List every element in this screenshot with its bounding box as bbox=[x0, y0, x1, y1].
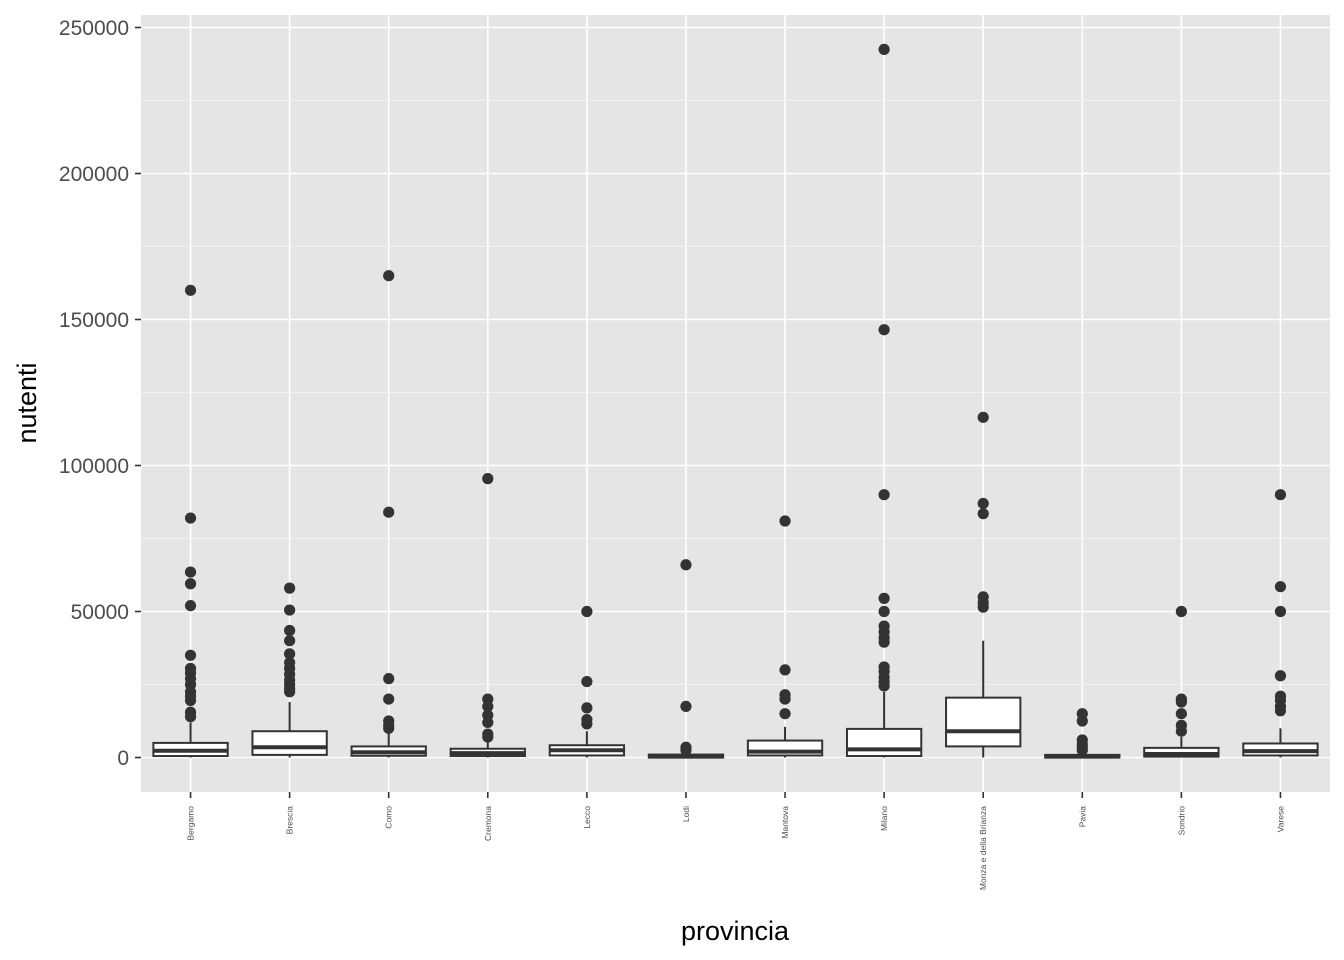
outlier-point bbox=[581, 675, 593, 688]
y-tick-label: 0 bbox=[117, 747, 129, 770]
x-tick-label: Sondrio bbox=[1176, 806, 1186, 836]
y-tick-label: 250000 bbox=[59, 17, 129, 40]
outlier-point bbox=[878, 661, 890, 673]
x-tick-label: Milano bbox=[879, 806, 889, 831]
y-tick-label: 150000 bbox=[59, 309, 129, 332]
y-axis: 0 50000 100000 150000 200000 250000 bbox=[59, 17, 141, 770]
outlier-point bbox=[977, 591, 989, 603]
box-varese bbox=[1242, 489, 1319, 758]
outlier-point bbox=[284, 657, 296, 669]
x-tick-label: Lecco bbox=[582, 806, 592, 829]
outlier-point bbox=[383, 693, 395, 705]
box-cremona bbox=[449, 473, 526, 758]
outlier-point bbox=[1274, 489, 1287, 501]
outlier-point bbox=[1175, 693, 1187, 705]
outlier-point bbox=[184, 706, 197, 718]
outlier-point bbox=[680, 700, 692, 713]
outlier-point bbox=[581, 713, 593, 726]
outlier-point bbox=[878, 489, 890, 501]
box-como bbox=[350, 270, 427, 758]
box-pavia bbox=[1044, 708, 1121, 759]
outlier-point bbox=[184, 284, 197, 296]
x-tick-label: Lodi bbox=[681, 806, 691, 822]
box-brescia bbox=[251, 582, 328, 758]
outlier-point bbox=[284, 624, 296, 637]
x-tick-label: Cremona bbox=[483, 806, 493, 841]
outlier-point bbox=[284, 582, 296, 594]
outlier-point bbox=[878, 324, 890, 336]
outlier-point bbox=[1076, 734, 1088, 746]
x-tick-label: Pavia bbox=[1077, 806, 1087, 828]
outlier-point bbox=[977, 497, 989, 510]
outlier-point bbox=[184, 662, 197, 675]
outlier-point bbox=[184, 566, 197, 578]
box-lecco bbox=[548, 605, 626, 758]
outlier-point bbox=[977, 411, 989, 423]
outlier-point bbox=[184, 600, 197, 612]
x-tick-label: Como bbox=[384, 806, 394, 829]
outlier-point bbox=[482, 728, 494, 740]
outlier-point bbox=[581, 605, 593, 618]
outlier-point bbox=[878, 592, 890, 604]
box-lodi bbox=[647, 559, 725, 759]
box-milano bbox=[845, 43, 923, 758]
outlier-point bbox=[1175, 605, 1187, 618]
outlier-point bbox=[383, 673, 395, 685]
outlier-point bbox=[680, 741, 692, 753]
outlier-point bbox=[878, 620, 890, 632]
y-tick-label: 100000 bbox=[59, 455, 129, 478]
x-tick-label: Monza e della Brianza bbox=[978, 806, 988, 890]
outlier-point bbox=[779, 664, 791, 676]
outlier-point bbox=[482, 473, 494, 485]
outlier-point bbox=[383, 506, 395, 518]
outlier-point bbox=[284, 635, 296, 647]
outlier-point bbox=[184, 578, 197, 590]
outlier-point bbox=[1175, 708, 1187, 720]
y-tick-label: 200000 bbox=[59, 163, 129, 186]
box-sondrio bbox=[1143, 605, 1220, 758]
outlier-point bbox=[482, 693, 494, 705]
iqr-box bbox=[845, 727, 923, 758]
outlier-point bbox=[284, 648, 296, 660]
box-series bbox=[152, 43, 1319, 759]
outlier-point bbox=[383, 270, 395, 282]
iqr-box bbox=[945, 696, 1022, 748]
x-tick-label: Brescia bbox=[285, 806, 295, 835]
outlier-point bbox=[1175, 719, 1187, 731]
outlier-point bbox=[1076, 708, 1088, 720]
outlier-point bbox=[878, 43, 890, 56]
outlier-point bbox=[977, 508, 989, 520]
outlier-point bbox=[184, 649, 197, 661]
outlier-point bbox=[184, 512, 197, 524]
x-axis: Bergamo Brescia Como Cremona Lecco Lodi Mantov… bbox=[186, 792, 1285, 890]
outlier-point bbox=[779, 708, 791, 720]
outlier-point bbox=[383, 715, 395, 727]
outlier-point bbox=[779, 515, 791, 527]
outlier-point bbox=[1274, 690, 1287, 702]
plot-panel bbox=[141, 15, 1330, 792]
outlier-point bbox=[779, 689, 791, 701]
y-axis-title: nutenti bbox=[12, 362, 42, 443]
outlier-point bbox=[1274, 670, 1287, 682]
minor-gridlines bbox=[141, 100, 1330, 685]
outlier-point bbox=[482, 709, 494, 721]
box-monza-e-della-brianza bbox=[945, 411, 1022, 758]
outlier-point bbox=[284, 604, 296, 616]
outlier-point bbox=[1274, 581, 1287, 593]
x-axis-title: provincia bbox=[681, 916, 790, 946]
outlier-point bbox=[581, 702, 593, 714]
x-tick-label: Varese bbox=[1275, 806, 1285, 833]
x-tick-label: Bergamo bbox=[186, 806, 196, 841]
y-tick-label: 50000 bbox=[71, 601, 129, 624]
outlier-point bbox=[680, 559, 692, 571]
box-bergamo bbox=[152, 284, 229, 758]
major-gridlines bbox=[141, 15, 1330, 792]
outlier-point bbox=[878, 605, 890, 618]
iqr-box bbox=[251, 730, 328, 756]
box-mantova bbox=[746, 515, 824, 758]
x-tick-label: Mantova bbox=[780, 806, 790, 839]
outlier-point bbox=[1274, 605, 1287, 618]
